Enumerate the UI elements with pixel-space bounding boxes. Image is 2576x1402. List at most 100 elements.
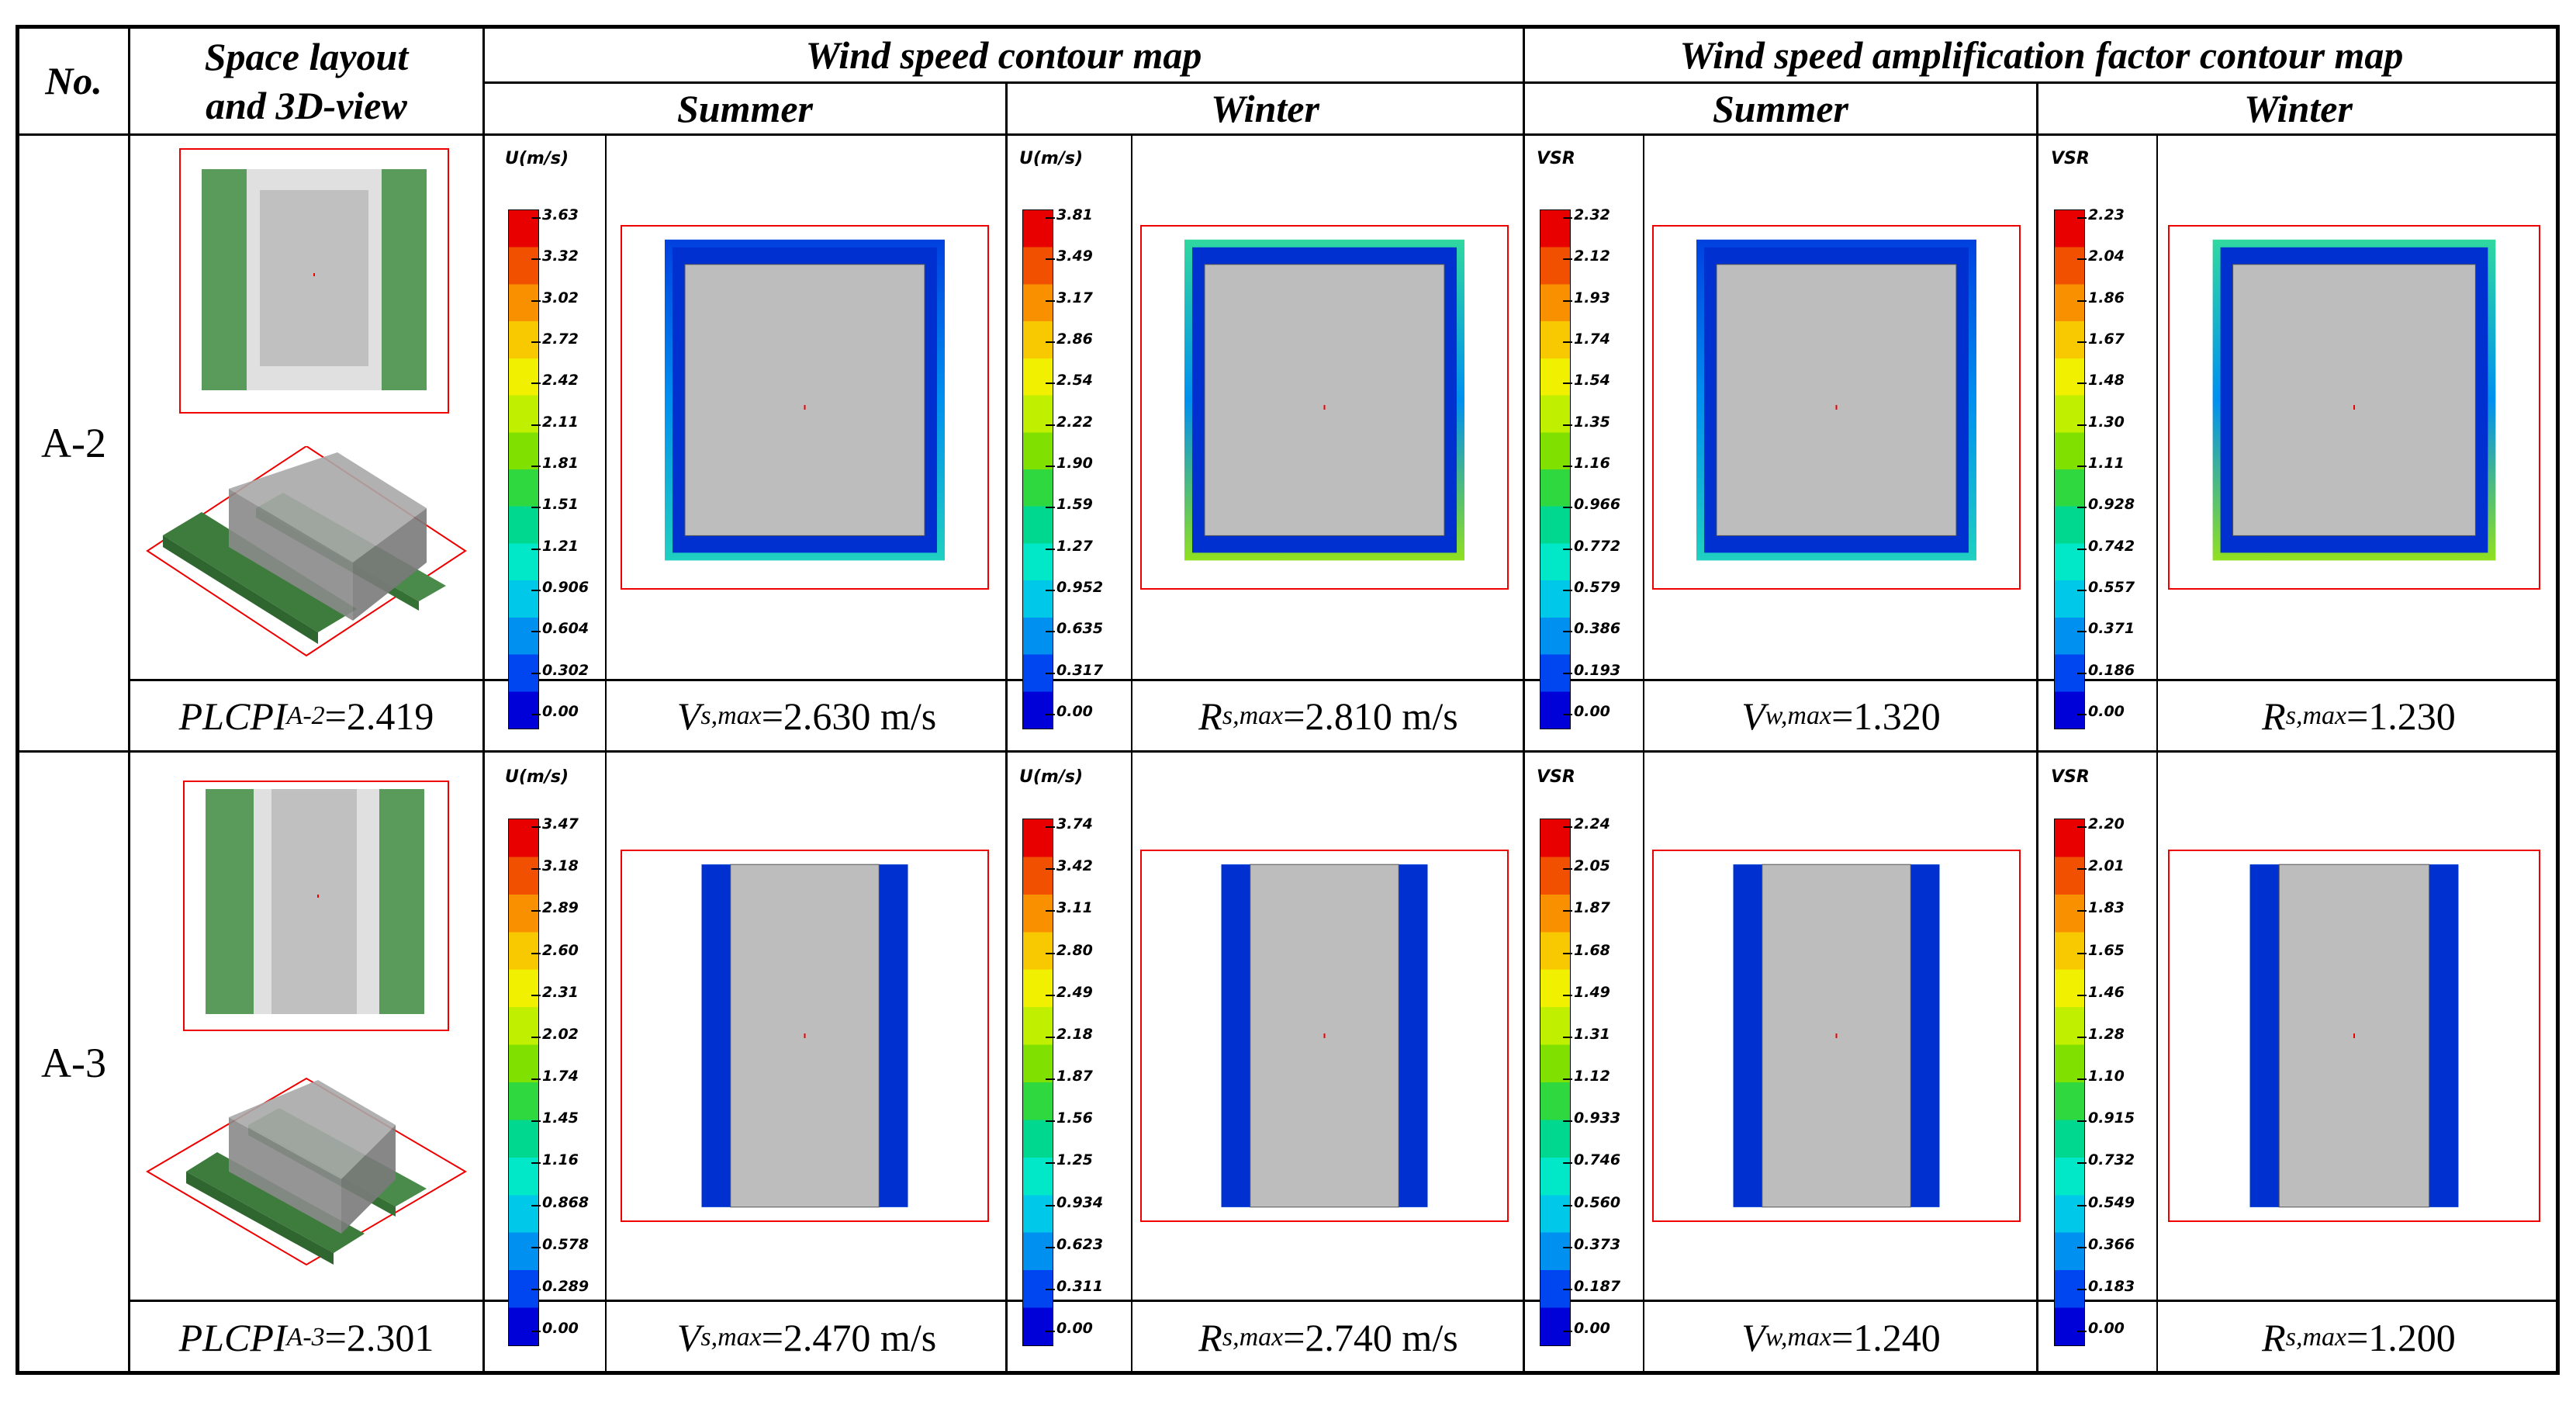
colorbar-tick (1046, 994, 1055, 996)
colorbar-tick-label: 2.60 (542, 941, 579, 959)
colorbar-title: U(m/s) (1019, 149, 1084, 168)
colorbar-tick (1046, 1246, 1055, 1248)
header-speed-winter: Winter (1211, 86, 1319, 130)
max-value-prefix: R (1198, 1316, 1222, 1359)
colorbar-tick (2077, 631, 2087, 633)
colorbar-tick-label: 0.578 (542, 1235, 590, 1253)
colorbar-tick (2077, 868, 2087, 871)
colorbar-tick (2077, 466, 2087, 467)
space-layout-plan-a3 (183, 781, 449, 1031)
colorbar-tick (531, 631, 541, 633)
colorbar-tick (2077, 1120, 2087, 1123)
colorbar-tick (1563, 507, 1572, 509)
colorbar-tick (1563, 1162, 1572, 1165)
colorbar-tick (1046, 826, 1055, 828)
colorbar-tick (1563, 217, 1572, 219)
colorbar-tick (531, 952, 541, 954)
colorbar-tick (1046, 217, 1055, 219)
max-value-prefix: V (676, 694, 701, 738)
colorbar-tick-label: 0.302 (542, 661, 590, 679)
colorbar-tick (1563, 424, 1572, 426)
colorbar-tick-label: 1.31 (1574, 1025, 1610, 1043)
colorbar-title: VSR (1537, 767, 1575, 787)
colorbar (1540, 819, 1571, 1346)
colorbar-tick-label: 0.868 (542, 1193, 590, 1211)
colorbar-tick (2077, 217, 2087, 219)
max-value-subscript: s,max (700, 701, 762, 730)
colorbar-tick-label: 0.579 (1574, 579, 1621, 596)
colorbar-tick-label: 2.04 (2088, 248, 2125, 265)
colorbar-tick (1046, 383, 1055, 385)
colorbar-tick (2077, 1246, 2087, 1248)
colorbar-tick (1563, 548, 1572, 550)
colorbar-tick (531, 714, 541, 715)
col-divider (128, 25, 130, 1375)
colorbar-tick (1046, 1288, 1055, 1290)
colorbar-tick (2077, 299, 2087, 302)
colorbar-tick (531, 1162, 541, 1165)
colorbar-tick (531, 826, 541, 828)
colorbar-tick (1563, 1078, 1572, 1080)
header-layout-line2: and 3D-view (206, 83, 407, 127)
max-value-number: =1.240 (1831, 1316, 1941, 1359)
colorbar-tick (1563, 1204, 1572, 1206)
plcpi-value-a3: PLCPI A-3 =2.301 (130, 1302, 482, 1373)
max-value-subscript: w,max (1765, 701, 1832, 730)
colorbar-tick (2077, 714, 2087, 715)
colorbar-tick-label: 2.32 (1574, 206, 1610, 223)
col-divider (1523, 25, 1525, 1375)
colorbar-tick-label: 1.81 (542, 455, 579, 472)
colorbar-tick-label: 0.557 (2088, 579, 2135, 596)
max-value-subscript: s,max (2285, 1323, 2347, 1352)
max-value-subscript: s,max (700, 1323, 762, 1352)
colorbar-tick (2077, 672, 2087, 674)
colorbar-tick (531, 994, 541, 996)
colorbar-tick-label: 0.366 (2088, 1235, 2135, 1253)
colorbar-tick-label: 0.952 (1056, 579, 1104, 596)
colorbar-tick-label: 3.81 (1056, 206, 1093, 223)
colorbar-tick-label: 0.604 (542, 620, 590, 638)
colorbar-tick (531, 910, 541, 912)
colorbar-tick-label: 1.16 (542, 1151, 579, 1169)
contour-map (1652, 225, 2021, 590)
colorbar-tick-label: 1.25 (1056, 1151, 1093, 1169)
colorbar (508, 819, 539, 1346)
colorbar-tick-label: 0.00 (542, 1320, 579, 1337)
plcpi-prefix: PLCPI (178, 694, 287, 738)
header-layout-line1: Space layout (204, 35, 409, 78)
col-divider (482, 25, 485, 1375)
colorbar-tick (2077, 910, 2087, 912)
header-divider (17, 133, 2558, 136)
contour-map (621, 850, 989, 1222)
colorbar-tick (2077, 1288, 2087, 1290)
colorbar-tick-label: 2.11 (542, 413, 579, 431)
colorbar-tick-label: 1.65 (2088, 941, 2125, 959)
colorbar-tick-label: 2.01 (2088, 857, 2125, 875)
colorbar-tick (1563, 258, 1572, 261)
max-value-prefix: V (676, 1316, 701, 1359)
colorbar-tick-label: 0.183 (2088, 1277, 2135, 1295)
colorbar-tick-label: 3.42 (1056, 857, 1093, 875)
colorbar-tick-label: 1.51 (542, 496, 579, 514)
colorbar-tick (1046, 714, 1055, 715)
colorbar-tick-label: 0.928 (2088, 496, 2135, 514)
colorbar-tick-label: 2.54 (1056, 372, 1093, 389)
colorbar-tick-label: 1.11 (2088, 455, 2125, 472)
colorbar-tick (1046, 910, 1055, 912)
max-value-number: =2.810 m/s (1283, 694, 1458, 738)
colorbar-tick (2077, 507, 2087, 509)
colorbar-tick-label: 0.311 (1056, 1277, 1104, 1295)
colorbar-tick-label: 2.23 (2088, 206, 2125, 223)
colorbar-tick (531, 1331, 541, 1332)
colorbar-tick-label: 0.373 (1574, 1235, 1621, 1253)
colorbar-tick (531, 507, 541, 509)
colorbar-tick-label: 1.49 (1574, 983, 1610, 1001)
value-divider-a2 (128, 679, 2558, 681)
colorbar (508, 209, 539, 729)
col-divider (605, 133, 607, 1375)
colorbar-tick (1563, 590, 1572, 591)
colorbar-tick (2077, 1204, 2087, 1206)
colorbar-tick-label: 3.63 (542, 206, 579, 223)
